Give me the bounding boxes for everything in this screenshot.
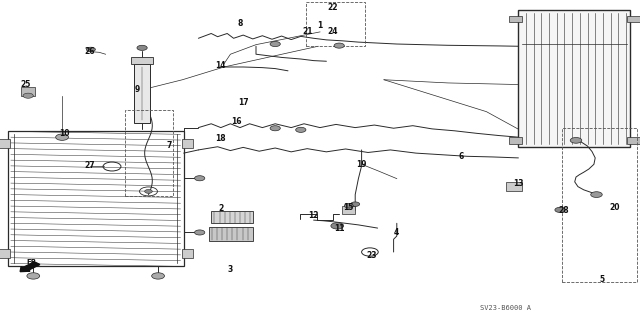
Circle shape <box>86 47 95 52</box>
Circle shape <box>195 230 205 235</box>
Text: 6: 6 <box>458 152 463 161</box>
Text: 25: 25 <box>20 80 31 89</box>
Circle shape <box>145 189 152 193</box>
Circle shape <box>334 43 344 48</box>
Text: 27: 27 <box>84 161 95 170</box>
Circle shape <box>152 273 164 279</box>
Bar <box>0 139 10 148</box>
Bar <box>506 182 522 191</box>
Text: 11: 11 <box>334 224 344 233</box>
Bar <box>134 64 150 123</box>
Circle shape <box>351 202 360 206</box>
Circle shape <box>555 207 565 212</box>
Text: 12: 12 <box>308 211 319 220</box>
Text: 14: 14 <box>216 61 226 70</box>
Text: 9: 9 <box>135 85 140 94</box>
Text: 3: 3 <box>228 265 233 274</box>
Text: 1: 1 <box>317 21 323 30</box>
Circle shape <box>270 126 280 131</box>
Text: 17: 17 <box>238 98 248 107</box>
Text: 16: 16 <box>232 117 242 126</box>
Bar <box>8 131 184 266</box>
Bar <box>211 211 253 223</box>
Circle shape <box>296 127 306 132</box>
Bar <box>209 227 253 241</box>
Text: 2: 2 <box>218 204 223 213</box>
Circle shape <box>27 273 40 279</box>
Bar <box>182 249 193 258</box>
Text: 20: 20 <box>609 203 620 212</box>
Text: 5: 5 <box>599 275 604 284</box>
FancyArrow shape <box>20 262 40 271</box>
Circle shape <box>23 93 33 98</box>
Text: 24: 24 <box>328 27 338 36</box>
Bar <box>627 137 640 144</box>
Bar <box>518 10 630 147</box>
Bar <box>125 110 173 196</box>
Text: 7: 7 <box>167 141 172 150</box>
Bar <box>509 137 522 144</box>
Text: 26: 26 <box>84 47 95 56</box>
Circle shape <box>570 137 582 143</box>
Text: SV23-B6000 A: SV23-B6000 A <box>480 305 531 311</box>
Bar <box>131 57 153 64</box>
Bar <box>182 139 193 148</box>
Bar <box>562 128 637 282</box>
Text: 18: 18 <box>216 134 226 143</box>
Bar <box>21 87 35 96</box>
Text: 28: 28 <box>558 206 568 215</box>
Circle shape <box>56 134 68 140</box>
Circle shape <box>591 192 602 197</box>
Bar <box>627 16 640 22</box>
Circle shape <box>195 176 205 181</box>
Bar <box>306 2 365 46</box>
Bar <box>509 16 522 22</box>
Text: 10: 10 <box>59 130 69 138</box>
Text: 15: 15 <box>344 203 354 212</box>
Bar <box>0 249 10 258</box>
Text: 19: 19 <box>356 160 367 169</box>
Circle shape <box>344 204 353 208</box>
Text: FR.: FR. <box>27 259 40 264</box>
Text: 22: 22 <box>328 4 338 12</box>
Text: 8: 8 <box>237 19 243 28</box>
Circle shape <box>270 41 280 47</box>
Circle shape <box>331 223 344 229</box>
Text: 21: 21 <box>302 27 312 36</box>
Bar <box>342 206 355 214</box>
Text: 4: 4 <box>394 228 399 237</box>
Text: 23: 23 <box>366 251 376 260</box>
Text: 13: 13 <box>513 179 524 188</box>
Circle shape <box>137 45 147 50</box>
